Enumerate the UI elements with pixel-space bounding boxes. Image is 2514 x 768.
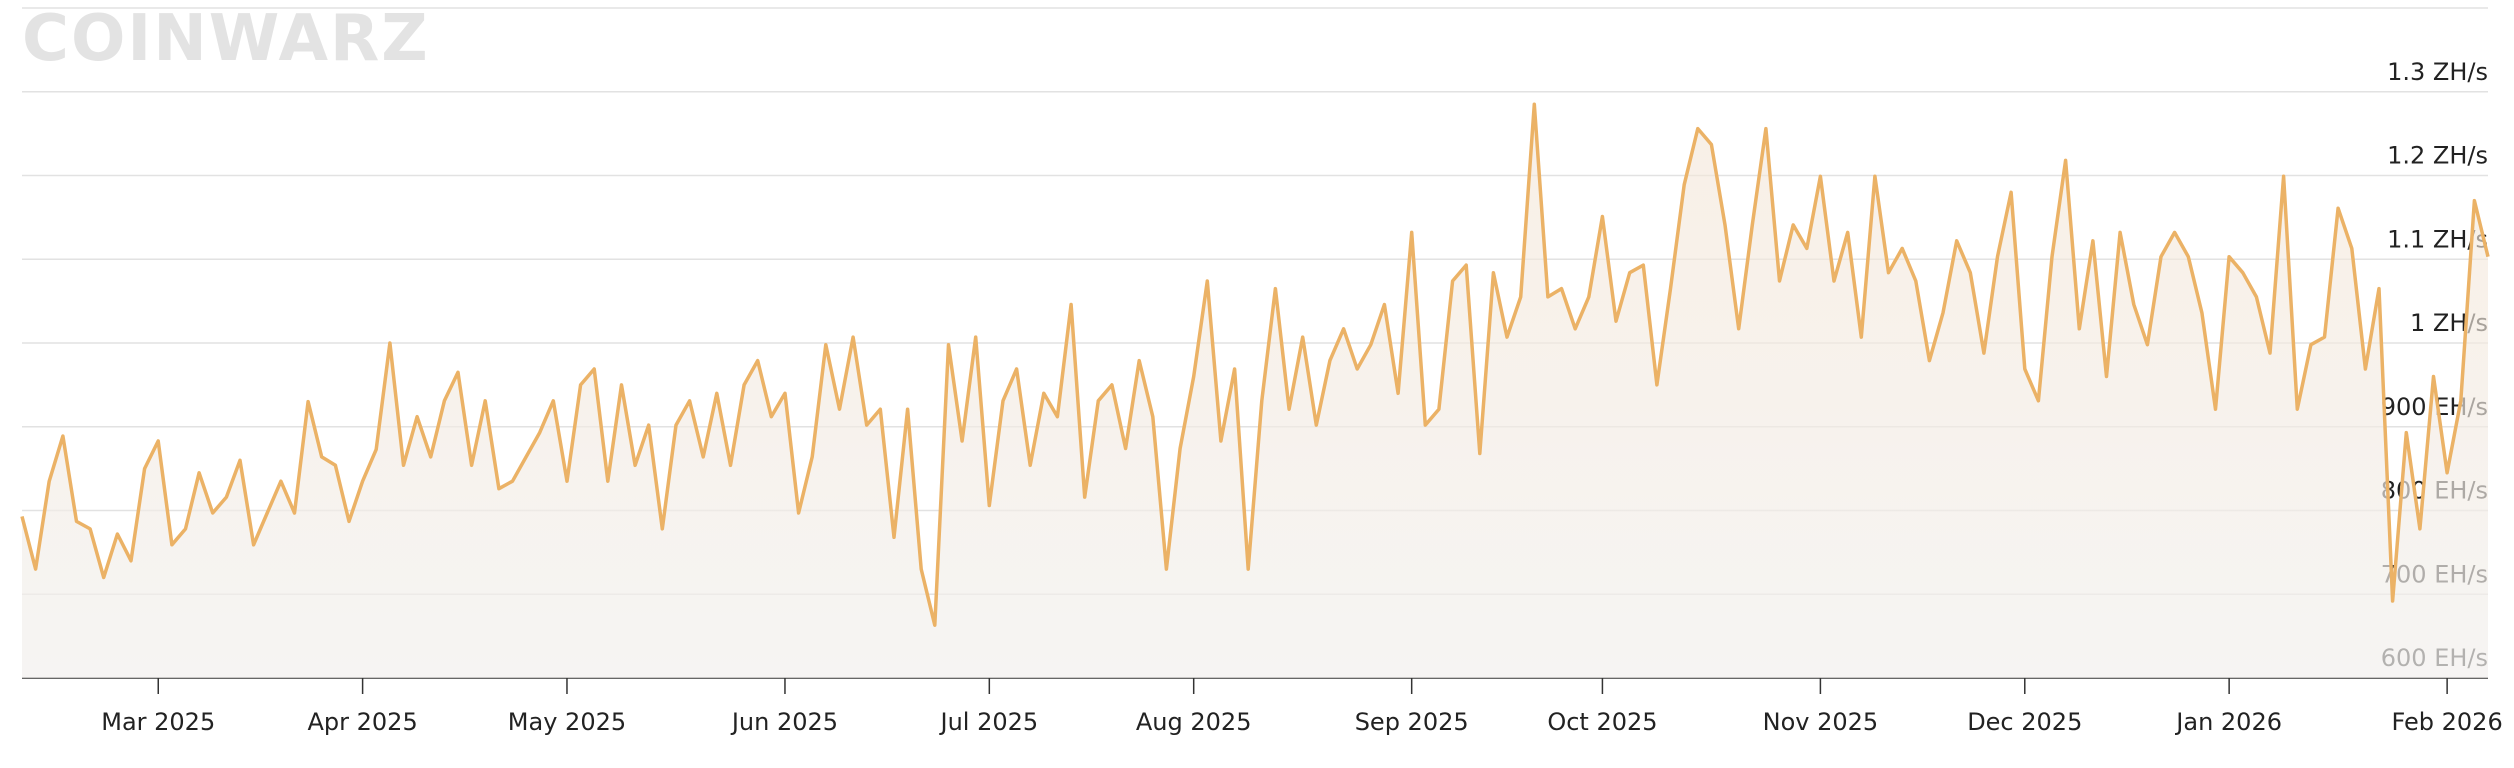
x-tick-label: Jun 2025	[730, 708, 838, 736]
x-tick-label: Oct 2025	[1547, 708, 1657, 736]
x-tick-label: Aug 2025	[1136, 708, 1252, 736]
x-tick-label: Feb 2026	[2392, 708, 2503, 736]
x-tick-label: Sep 2025	[1355, 708, 1469, 736]
x-tick-label: Jan 2026	[2174, 708, 2282, 736]
x-tick-label: May 2025	[508, 708, 626, 736]
x-tick-label: Apr 2025	[307, 708, 417, 736]
y-tick-label: 1.2 ZH/s	[2387, 142, 2488, 170]
watermark: COINWARZ	[22, 2, 430, 76]
line	[20, 102, 2490, 627]
x-tick-label: Dec 2025	[1967, 708, 2082, 736]
area	[22, 104, 2488, 679]
x-tick-label: Mar 2025	[101, 708, 215, 736]
x-tick-label: Jul 2025	[938, 708, 1038, 736]
y-tick-label: 1.3 ZH/s	[2387, 58, 2488, 86]
x-tick-label: Nov 2025	[1763, 708, 1879, 736]
